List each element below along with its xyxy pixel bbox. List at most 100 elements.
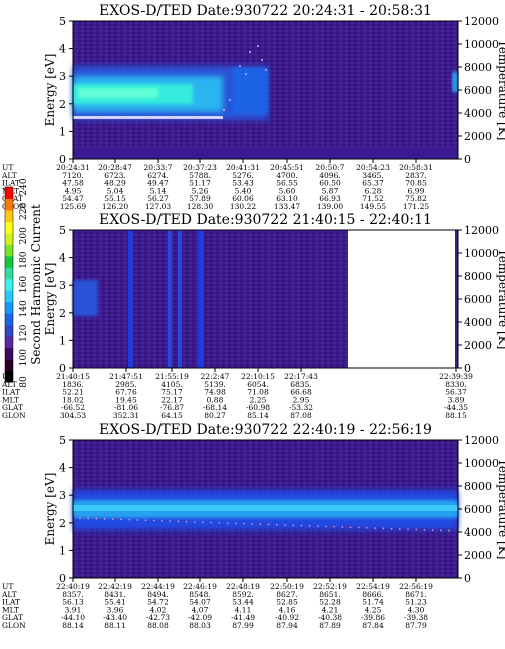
y-axis-label: Energy [eV] xyxy=(43,263,57,336)
ephem-value: 87.84 xyxy=(362,621,384,630)
panel-3-image xyxy=(73,440,458,578)
y-tick-label: 2 xyxy=(59,517,66,530)
ephem-value: 87.08 xyxy=(290,411,312,420)
y2-tick-label: 12000 xyxy=(464,15,499,28)
ephem-value: 2.25 xyxy=(250,395,267,404)
panel-2: EXOS-D/TED Date:930722 21:40:15 - 22:40:… xyxy=(1,212,505,420)
ephem-value: 3.89 xyxy=(448,395,465,404)
ephem-value: 54.72 xyxy=(147,598,169,607)
ephem-value: 67.76 xyxy=(115,388,137,397)
data-dot xyxy=(382,527,385,530)
y2-tick-label: 0 xyxy=(464,362,471,375)
data-dot xyxy=(235,522,237,525)
data-dot xyxy=(177,520,180,523)
colorbar-segment xyxy=(5,187,13,199)
ephem-value: 128.30 xyxy=(187,202,213,211)
y-tick-label: 4 xyxy=(59,252,66,265)
data-dot xyxy=(349,526,352,529)
ephem-value: 8651. xyxy=(319,590,340,599)
y2-tick-label: 2000 xyxy=(464,130,492,143)
ephem-value: 75.17 xyxy=(161,388,183,397)
ephem-value: 20:33:7 xyxy=(144,163,173,172)
colorbar-segment xyxy=(5,232,13,245)
ephem-value: -68.14 xyxy=(203,403,227,412)
ephem-value: 22:17:43 xyxy=(284,372,318,381)
ephem-value: 8671. xyxy=(405,590,426,599)
ephem-value: 0.88 xyxy=(207,395,224,404)
y-tick-label: 4 xyxy=(59,462,66,475)
y-tick-label: 5 xyxy=(59,15,66,28)
data-dot xyxy=(366,527,368,529)
ephem-value: -39.86 xyxy=(361,613,385,622)
ephem-value: 20:45:51 xyxy=(270,163,304,172)
data-dot xyxy=(259,523,262,525)
ephem-value: 20:28:47 xyxy=(98,163,132,172)
y2-tick-label: 10000 xyxy=(464,457,499,470)
scatter-dots xyxy=(79,45,450,532)
y-tick-label: 1 xyxy=(59,544,66,557)
ephem-value: 6.28 xyxy=(365,186,382,195)
ephem-value: 60.50 xyxy=(319,179,341,188)
ephem-value: 4.30 xyxy=(408,605,425,614)
data-dot xyxy=(202,521,204,523)
ephem-value: 4.95 xyxy=(65,186,82,195)
y-axis-label: Energy [eV] xyxy=(43,473,57,546)
ephem-value: -66.52 xyxy=(61,403,85,412)
ephem-value: 6274. xyxy=(147,171,168,180)
ephem-value: -44.10 xyxy=(61,613,85,622)
ephem-row-label: MLT xyxy=(2,395,19,404)
y2-tick-label: 8000 xyxy=(464,61,492,74)
ephem-value: -76.87 xyxy=(160,403,184,412)
data-dot xyxy=(333,525,336,528)
ephem-value: 60.06 xyxy=(232,194,254,203)
ephem-value: 88.08 xyxy=(147,621,169,630)
data-dot xyxy=(95,517,98,520)
data-dot xyxy=(243,522,245,525)
colorbar-segment xyxy=(5,278,13,291)
ephem-value: 66.68 xyxy=(290,388,312,397)
ephem-value: 8431. xyxy=(104,590,125,599)
ephem-value: 149.55 xyxy=(360,202,386,211)
ephem-value: 126.20 xyxy=(102,202,128,211)
ephem-value: 5.04 xyxy=(107,186,124,195)
data-dot xyxy=(358,526,360,529)
ephem-value: 56.37 xyxy=(445,388,467,397)
data-dot xyxy=(128,518,130,521)
ephem-value: 22:46:19 xyxy=(183,582,217,591)
ephem-value: 5788. xyxy=(189,171,210,180)
colorbar-segment xyxy=(5,370,13,383)
data-dot xyxy=(300,524,303,527)
ephem-row-label: ILAT xyxy=(2,179,20,188)
data-dot xyxy=(136,519,139,521)
ephem-value: 352.31 xyxy=(113,411,139,420)
data-dot xyxy=(257,45,259,47)
ephem-row-label: MLT xyxy=(2,605,19,614)
y2-axis-label: Temperature [K] xyxy=(496,40,505,141)
ephem-value: 3.91 xyxy=(65,605,82,614)
ephem-value: 304.53 xyxy=(60,411,86,420)
data-dot xyxy=(317,525,319,527)
y2-tick-label: 2000 xyxy=(464,549,492,562)
y2-tick-label: 0 xyxy=(464,153,471,166)
ephem-value: 8666. xyxy=(362,590,383,599)
ephem-value: 88.15 xyxy=(445,411,467,420)
y2-tick-label: 6000 xyxy=(464,503,492,516)
ephem-value: 4.16 xyxy=(279,605,296,614)
ephem-value: 130.22 xyxy=(230,202,256,211)
data-dot xyxy=(325,525,327,528)
ephem-value: 22.17 xyxy=(161,395,183,404)
y2-tick-label: 10000 xyxy=(464,247,499,260)
ephem-row-label: GLAT xyxy=(2,403,23,412)
ephem-value: 65.37 xyxy=(362,179,384,188)
ephem-value: 2837. xyxy=(405,171,426,180)
ephem-row-label: GLON xyxy=(2,621,26,630)
ephem-value: 6835. xyxy=(290,380,311,389)
ephem-value: 4.07 xyxy=(192,605,209,614)
ephem-value: 22:42:19 xyxy=(98,582,132,591)
ephem-value: -40.92 xyxy=(275,613,299,622)
data-dot xyxy=(415,528,418,531)
colorbar-segment xyxy=(5,359,13,372)
colorbar-tick-label: 220 xyxy=(19,203,29,220)
y2-tick-label: 12000 xyxy=(464,434,499,447)
